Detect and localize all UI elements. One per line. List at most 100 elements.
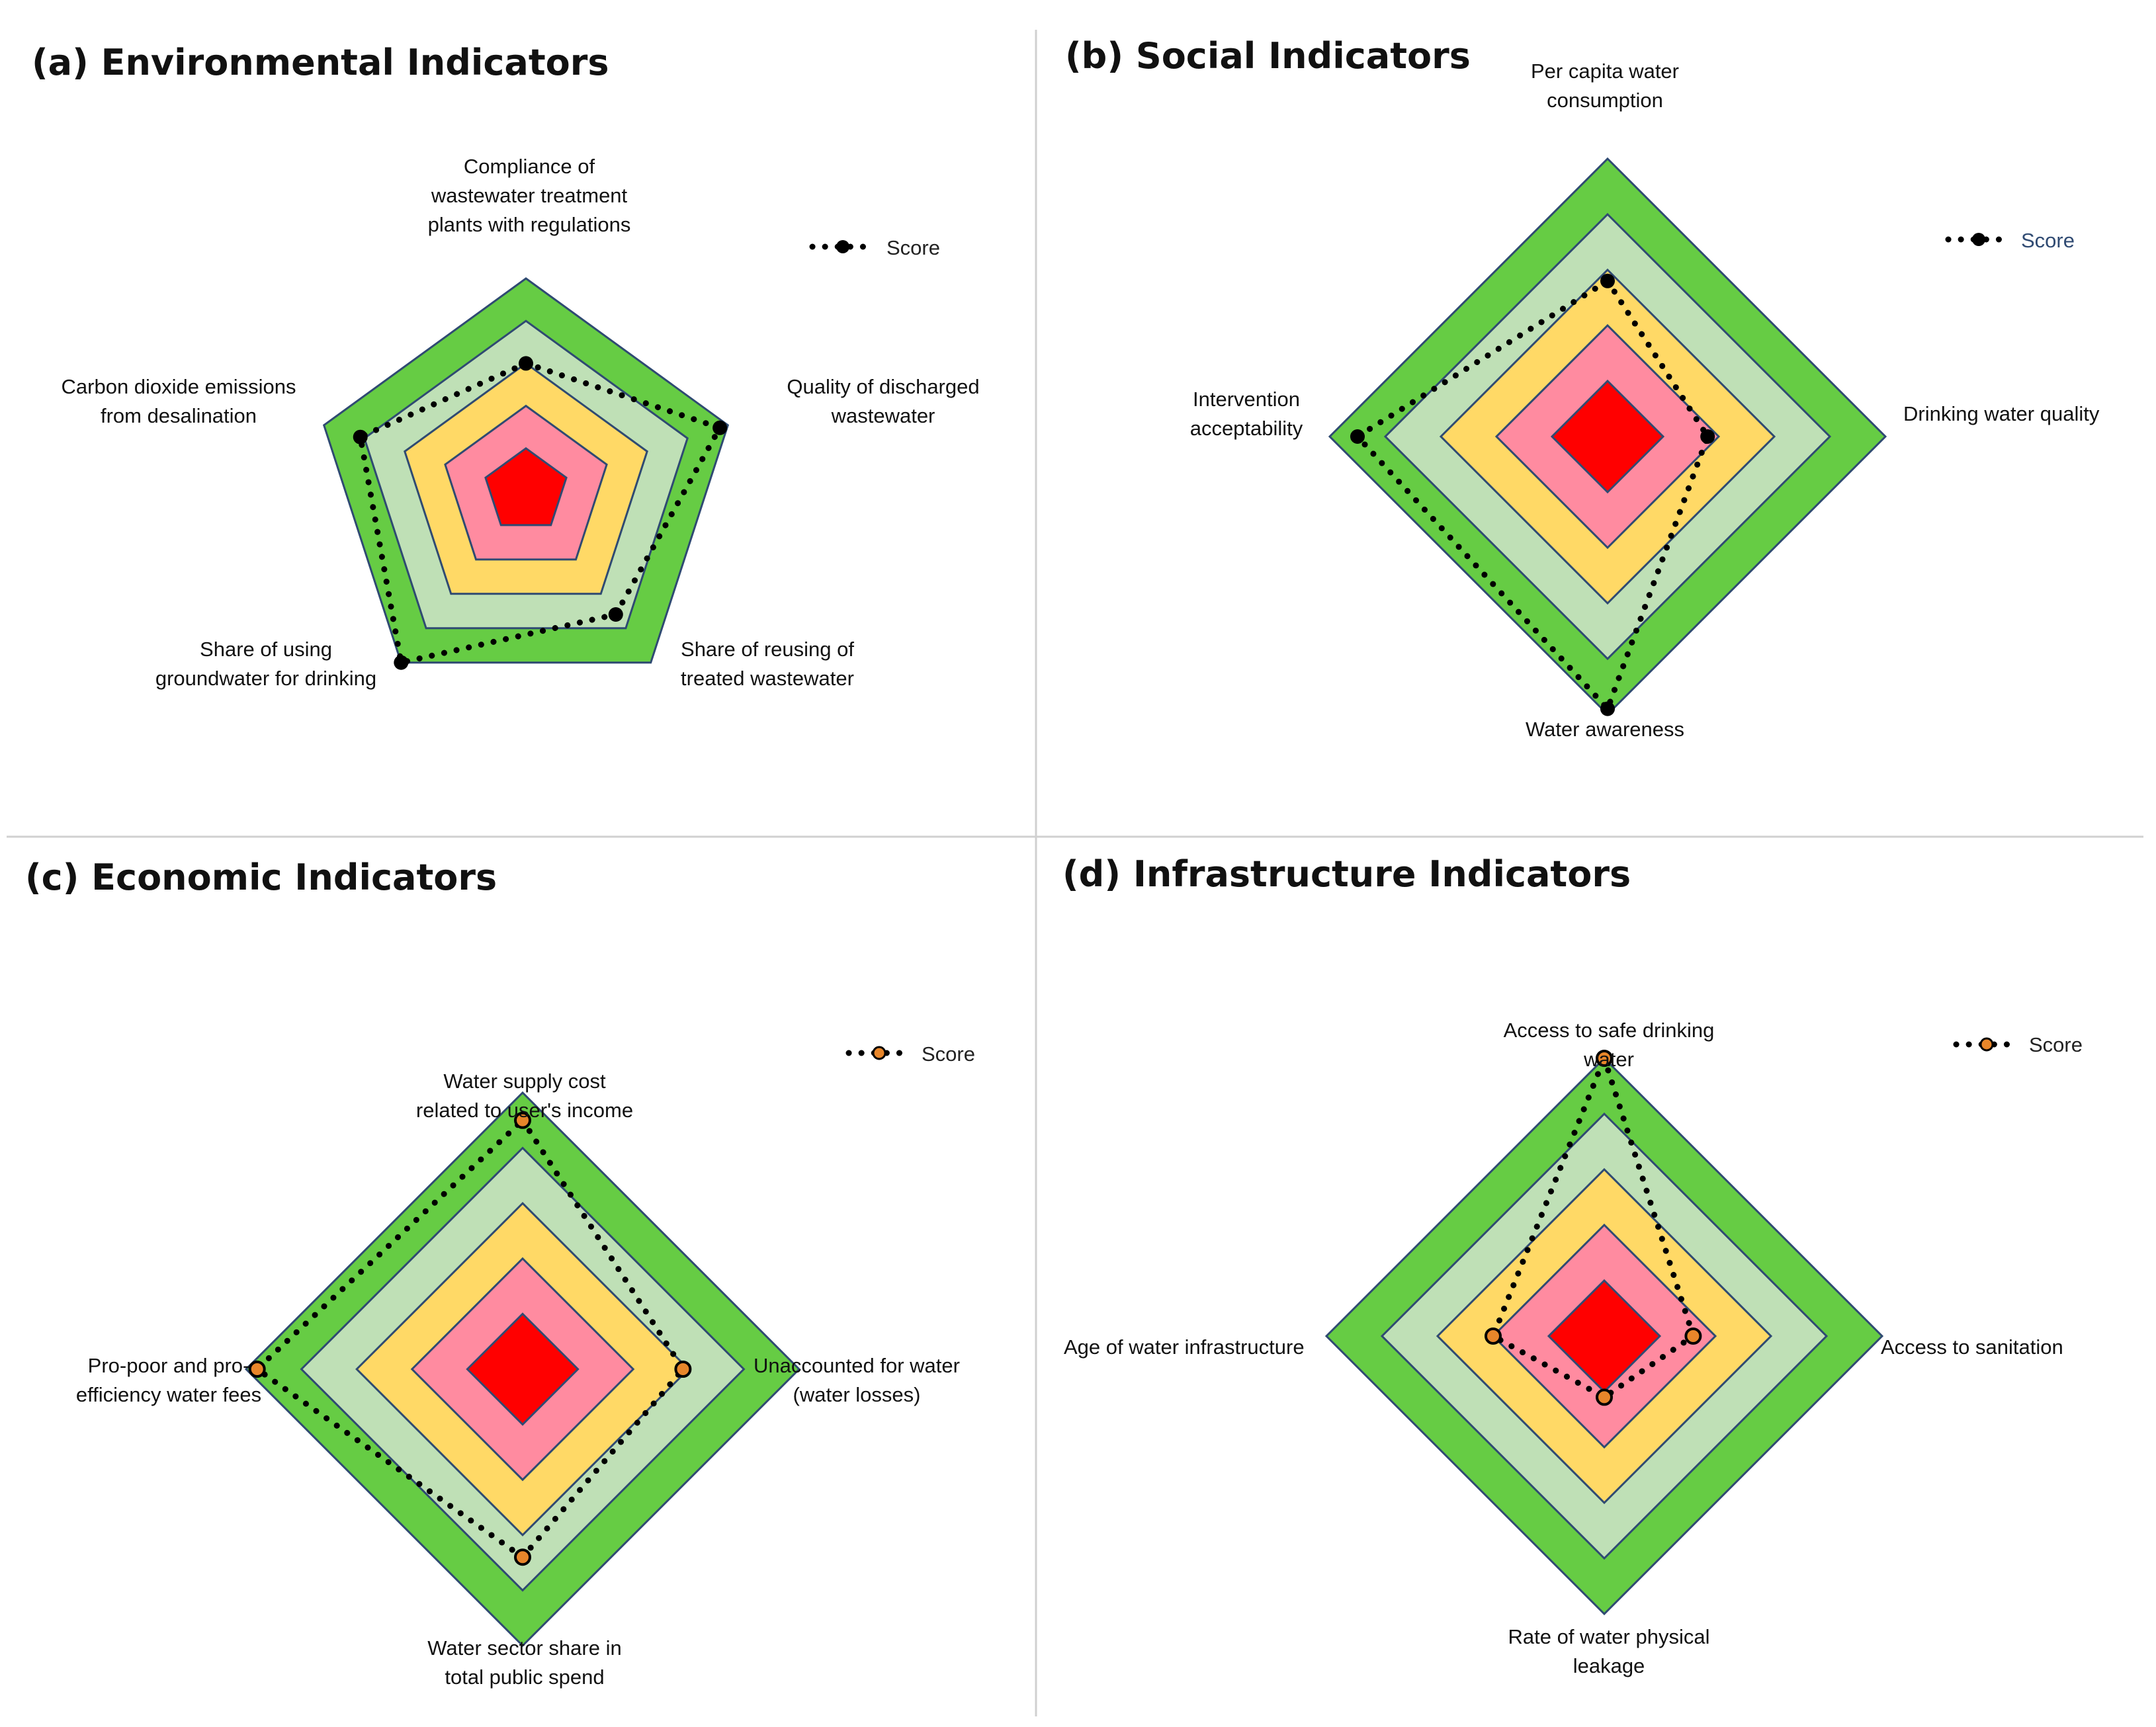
axis-label: Water awareness [1526,718,1684,741]
legend-label: Score [2029,1033,2083,1056]
axis-labels: Water supply cost related to user's incom… [76,1070,960,1689]
score-point [394,655,409,670]
score-point [674,1361,692,1378]
axis-label-line: Share of reusing of [681,638,854,661]
axis-label: Share of reusing of treated wastewater [681,638,854,690]
axis-label-line: groundwater for drinking [155,667,376,690]
axis-label-line: wastewater treatment [431,184,628,207]
axis-label: Quality of discharged wastewater [787,375,979,427]
legend-marker [1979,1037,1994,1052]
axis-label: Per capita water consumption [1531,60,1679,112]
panel-environmental: (a) Environmental Indicators Compliance … [32,42,980,690]
score-point [1596,1050,1613,1067]
score-series [1350,273,1715,716]
score-point [1350,429,1365,444]
axis-labels: Compliance of wastewater treatment plants … [62,155,980,690]
axis-label-line: consumption [1547,89,1663,112]
legend-symbol [845,1046,913,1060]
axis-label: Rate of water physical leakage [1508,1625,1710,1677]
legend-symbol [1953,1037,2020,1052]
legend-marker [1972,233,1985,246]
level-1-polygon [484,446,568,527]
score-point [608,607,623,622]
panel-title: (b) Social Indicators [1065,35,1471,77]
score-point [712,420,728,435]
axis-label-line: Rate of water physical [1508,1625,1710,1648]
legend: Score [1945,229,2075,252]
score-point [1485,1327,1502,1345]
score-line [357,360,724,667]
axis-label-line: related to user's income [416,1099,633,1122]
score-point [1684,1327,1702,1345]
score-point [1700,429,1715,444]
axis-label: Access to safe drinking water [1504,1019,1715,1071]
axis-label: Unaccounted for water (water losses) [754,1354,960,1406]
axis-label-line: (water losses) [793,1383,921,1406]
level-polygons [1328,157,1887,716]
level-1-polygon [466,1312,580,1426]
axis-label: Share of using groundwater for drinking [155,638,376,690]
axis-label-line: Share of using [200,638,332,661]
level-polygons [244,1091,801,1648]
axis-label: Water sector share in total public spend [427,1636,621,1689]
axis-label-line: Carbon dioxide emissions [62,375,296,398]
axis-label: Access to sanitation [1881,1335,2063,1359]
legend: Score [1953,1033,2083,1056]
axis-label-line: from desalination [101,404,257,427]
legend-label: Score [922,1042,975,1066]
score-point [514,1548,531,1566]
axis-label-line: plants with regulations [428,213,631,236]
axis-label-line: Water sector share in [427,1636,621,1660]
axis-label-line: total public spend [445,1665,604,1689]
axis-label: Drinking water quality [1903,402,2100,425]
panel-social: (b) Social Indicators Per capita water co… [1065,35,2100,741]
axis-label-line: Drinking water quality [1903,402,2100,425]
legend-marker [836,240,849,253]
axis-label-line: Water supply cost [443,1070,606,1093]
score-point [1600,273,1615,288]
axis-label-line: Access to safe drinking [1504,1019,1715,1042]
axis-label: Intervention acceptability [1190,388,1303,440]
score-series [353,356,728,670]
panel-title: (c) Economic Indicators [25,857,497,898]
legend-label: Score [2021,229,2075,252]
axis-label-line: Compliance of [464,155,595,178]
axis-label-line: Intervention [1193,388,1300,411]
axis-label-line: Water awareness [1526,718,1684,741]
axis-label-line: Quality of discharged [787,375,979,398]
legend-symbol [809,240,877,253]
axis-label-line: Unaccounted for water [754,1354,960,1377]
score-series [248,1111,692,1566]
panel-title: (a) Environmental Indicators [32,42,609,83]
axis-labels: Per capita water consumption Drinking wate… [1190,60,2100,741]
axis-label-line: efficiency water fees [76,1383,261,1406]
score-point [1596,1388,1613,1406]
legend-marker [872,1046,886,1060]
legend: Score [845,1042,975,1066]
axis-label-line: treated wastewater [681,667,854,690]
axis-label-line: acceptability [1190,417,1303,440]
axis-label-line: water [1583,1048,1634,1071]
axis-label-line: Pro-poor and pro- [88,1354,250,1377]
axis-label-line: Age of water infrastructure [1064,1335,1305,1359]
panel-infrastructure: (d) Infrastructure Indicators Access to … [1062,853,2083,1677]
score-point [248,1361,266,1378]
axis-label: Age of water infrastructure [1064,1335,1305,1359]
score-point [514,1111,531,1129]
score-point [353,429,368,444]
axis-label: Water supply cost related to user's incom… [416,1070,633,1122]
score-point [1600,701,1615,716]
axis-label-line: Per capita water [1531,60,1679,83]
panel-title: (d) Infrastructure Indicators [1062,853,1631,895]
legend: Score [809,236,940,259]
legend-symbol [1945,233,2012,246]
axis-label: Pro-poor and pro-efficiency water fees [76,1354,261,1406]
panel-economic: (c) Economic Indicators Water supply cos… [25,857,975,1689]
axis-label-line: wastewater [831,404,935,427]
axis-label-line: Access to sanitation [1881,1335,2063,1359]
level-1-polygon [1550,379,1665,494]
level-polygons [322,277,730,664]
axis-label: Carbon dioxide emissions from desalinatio… [62,375,296,427]
